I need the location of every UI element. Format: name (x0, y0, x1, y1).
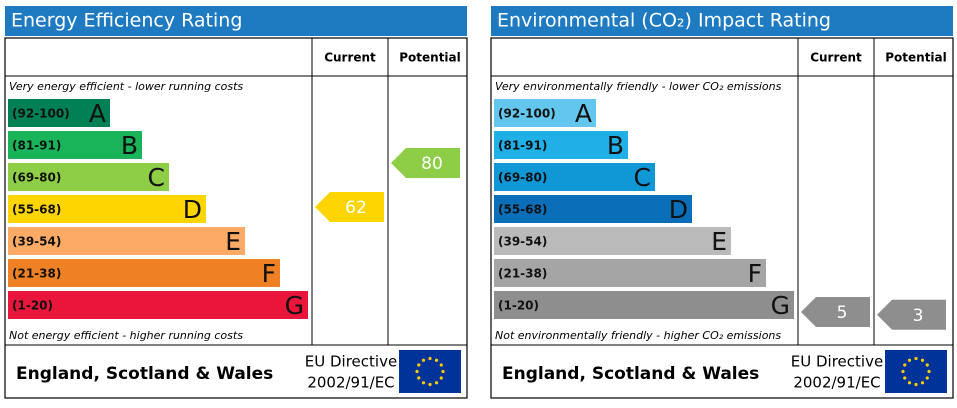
rating-band (8, 163, 169, 191)
eu-flag (885, 350, 947, 393)
column-header: Current (810, 51, 862, 65)
band-letter: B (121, 131, 138, 160)
rating-band (8, 195, 206, 223)
eu-star (907, 381, 912, 385)
panel-title: Energy Efficiency Rating (11, 10, 242, 32)
eu-star (907, 358, 912, 362)
footer-directive: 2002/91/EC (793, 374, 880, 392)
panel-title: Environmental (CO₂) Impact Rating (497, 10, 831, 32)
eu-star (417, 363, 421, 367)
footer-region: England, Scotland & Wales (502, 364, 759, 384)
band-letter: A (575, 99, 592, 128)
eu-star (421, 381, 426, 385)
eu-star (417, 376, 421, 380)
eu-star (914, 356, 918, 361)
footer-directive: EU Directive (791, 353, 883, 371)
title-bar (491, 6, 953, 36)
column-header: Potential (399, 51, 461, 65)
eu-star (903, 363, 907, 367)
rating-band (8, 99, 110, 127)
band-range: (92-100) (498, 107, 556, 121)
rating-arrow (315, 192, 384, 222)
rating-band (8, 291, 308, 319)
band-range: (21-38) (498, 267, 547, 281)
rating-value: 3 (913, 306, 924, 326)
column-header: Potential (885, 51, 947, 65)
band-range: (39-54) (12, 235, 61, 249)
band-range: (69-80) (498, 171, 547, 185)
epc-panel: Environmental (CO₂) Impact Rating Current… (490, 6, 954, 399)
band-letter: D (669, 195, 688, 224)
band-range: (69-80) (12, 171, 61, 185)
column-header: Current (324, 51, 376, 65)
band-letter: D (183, 195, 202, 224)
band-letter: G (771, 291, 790, 320)
title-bar (5, 6, 467, 36)
band-range: (21-38) (12, 267, 61, 281)
eu-star (421, 358, 426, 362)
rating-band (494, 291, 794, 319)
rating-band (494, 99, 596, 127)
rating-band (8, 259, 280, 287)
epc-panel: Energy Efficiency Rating Current Potential… (4, 6, 468, 399)
band-letter: A (89, 99, 106, 128)
band-range: (55-68) (12, 203, 61, 217)
eu-star (415, 369, 419, 374)
eu-star (920, 358, 925, 362)
rating-band (494, 131, 628, 159)
band-range: (81-91) (498, 139, 547, 153)
eu-star (428, 356, 432, 361)
rating-band (494, 195, 692, 223)
rating-band (494, 227, 731, 255)
eu-star (434, 381, 439, 385)
band-range: (81-91) (12, 139, 61, 153)
rating-arrow (391, 148, 460, 178)
eu-star (914, 382, 918, 387)
rating-band (8, 131, 142, 159)
band-range: (39-54) (498, 235, 547, 249)
eu-star (901, 369, 905, 374)
rating-band (494, 163, 655, 191)
band-range: (92-100) (12, 107, 70, 121)
eu-star (925, 376, 929, 380)
rating-value: 80 (421, 154, 443, 174)
band-letter: G (285, 291, 304, 320)
eu-star (927, 369, 931, 374)
eu-star (428, 382, 432, 387)
scale-note: Very environmentally friendly - lower CO… (495, 80, 782, 93)
footer-directive: EU Directive (305, 353, 397, 371)
eu-star (439, 376, 443, 380)
footer-directive: 2002/91/EC (307, 374, 394, 392)
footer-region: England, Scotland & Wales (16, 364, 273, 384)
rating-arrow (801, 297, 870, 327)
eu-star (903, 376, 907, 380)
rating-arrow (877, 299, 946, 330)
eu-star (925, 363, 929, 367)
band-letter: E (225, 227, 241, 256)
eu-star (920, 381, 925, 385)
band-range: (55-68) (498, 203, 547, 217)
eu-star (434, 358, 439, 362)
eu-star (441, 369, 445, 374)
band-range: (1-20) (498, 299, 539, 313)
band-letter: F (262, 259, 276, 288)
band-letter: E (711, 227, 727, 256)
rating-band (8, 227, 245, 255)
eu-flag (399, 350, 461, 393)
eu-star (439, 363, 443, 367)
rating-value: 5 (837, 303, 848, 323)
rating-band (494, 259, 766, 287)
band-letter: B (607, 131, 624, 160)
band-letter: F (748, 259, 762, 288)
band-letter: C (148, 163, 165, 192)
scale-note: Not energy efficient - higher running co… (9, 329, 243, 342)
scale-note: Very energy efficient - lower running co… (9, 80, 243, 93)
scale-note: Not environmentally friendly - higher CO… (495, 329, 781, 342)
band-letter: C (634, 163, 651, 192)
rating-value: 62 (345, 198, 367, 218)
band-range: (1-20) (12, 299, 53, 313)
